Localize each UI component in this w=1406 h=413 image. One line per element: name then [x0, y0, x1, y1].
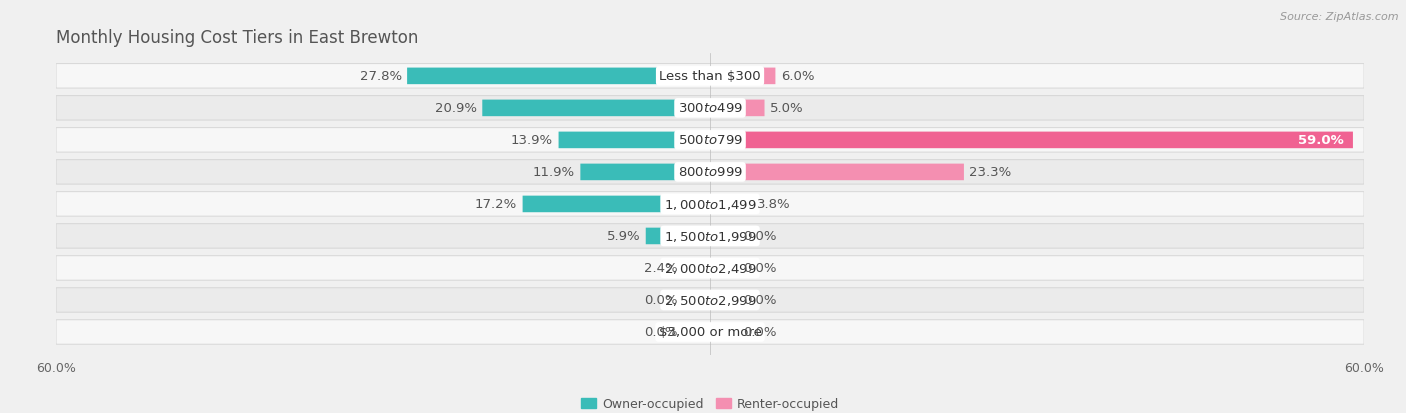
FancyBboxPatch shape	[710, 132, 1353, 149]
FancyBboxPatch shape	[683, 324, 710, 340]
Text: 11.9%: 11.9%	[533, 166, 575, 179]
FancyBboxPatch shape	[710, 260, 737, 277]
FancyBboxPatch shape	[56, 320, 1364, 344]
FancyBboxPatch shape	[558, 132, 710, 149]
FancyBboxPatch shape	[56, 192, 1364, 216]
Text: 13.9%: 13.9%	[510, 134, 553, 147]
FancyBboxPatch shape	[56, 97, 1364, 121]
Text: 0.0%: 0.0%	[644, 326, 678, 339]
FancyBboxPatch shape	[710, 164, 965, 181]
Text: 27.8%: 27.8%	[360, 70, 402, 83]
FancyBboxPatch shape	[523, 196, 710, 213]
Text: $800 to $999: $800 to $999	[678, 166, 742, 179]
FancyBboxPatch shape	[645, 228, 710, 244]
Text: $2,500 to $2,999: $2,500 to $2,999	[664, 293, 756, 307]
FancyBboxPatch shape	[56, 64, 1364, 89]
Text: Monthly Housing Cost Tiers in East Brewton: Monthly Housing Cost Tiers in East Brewt…	[56, 28, 419, 47]
Text: $2,000 to $2,499: $2,000 to $2,499	[664, 261, 756, 275]
Text: $3,000 or more: $3,000 or more	[658, 326, 762, 339]
FancyBboxPatch shape	[482, 100, 710, 117]
Text: 6.0%: 6.0%	[780, 70, 814, 83]
FancyBboxPatch shape	[56, 224, 1364, 249]
Text: Less than $300: Less than $300	[659, 70, 761, 83]
Text: $1,500 to $1,999: $1,500 to $1,999	[664, 229, 756, 243]
Text: 23.3%: 23.3%	[969, 166, 1011, 179]
Text: 0.0%: 0.0%	[742, 294, 776, 307]
Text: 3.8%: 3.8%	[756, 198, 790, 211]
FancyBboxPatch shape	[710, 100, 765, 117]
Text: 5.0%: 5.0%	[770, 102, 804, 115]
FancyBboxPatch shape	[56, 288, 1364, 312]
Text: 0.0%: 0.0%	[742, 230, 776, 243]
FancyBboxPatch shape	[581, 164, 710, 181]
Text: 0.0%: 0.0%	[644, 294, 678, 307]
Text: $300 to $499: $300 to $499	[678, 102, 742, 115]
FancyBboxPatch shape	[710, 324, 737, 340]
FancyBboxPatch shape	[710, 228, 737, 244]
Text: 20.9%: 20.9%	[434, 102, 477, 115]
FancyBboxPatch shape	[710, 196, 751, 213]
Text: 5.9%: 5.9%	[606, 230, 640, 243]
Text: $500 to $799: $500 to $799	[678, 134, 742, 147]
FancyBboxPatch shape	[710, 292, 737, 309]
Text: 2.4%: 2.4%	[644, 262, 678, 275]
FancyBboxPatch shape	[683, 260, 710, 277]
Text: 0.0%: 0.0%	[742, 262, 776, 275]
Text: $1,000 to $1,499: $1,000 to $1,499	[664, 197, 756, 211]
Legend: Owner-occupied, Renter-occupied: Owner-occupied, Renter-occupied	[575, 392, 845, 413]
FancyBboxPatch shape	[683, 292, 710, 309]
FancyBboxPatch shape	[408, 69, 710, 85]
FancyBboxPatch shape	[56, 256, 1364, 280]
FancyBboxPatch shape	[710, 69, 776, 85]
FancyBboxPatch shape	[56, 160, 1364, 185]
Text: Source: ZipAtlas.com: Source: ZipAtlas.com	[1281, 12, 1399, 22]
Text: 59.0%: 59.0%	[1299, 134, 1344, 147]
FancyBboxPatch shape	[56, 128, 1364, 153]
Text: 17.2%: 17.2%	[475, 198, 517, 211]
Text: 0.0%: 0.0%	[742, 326, 776, 339]
